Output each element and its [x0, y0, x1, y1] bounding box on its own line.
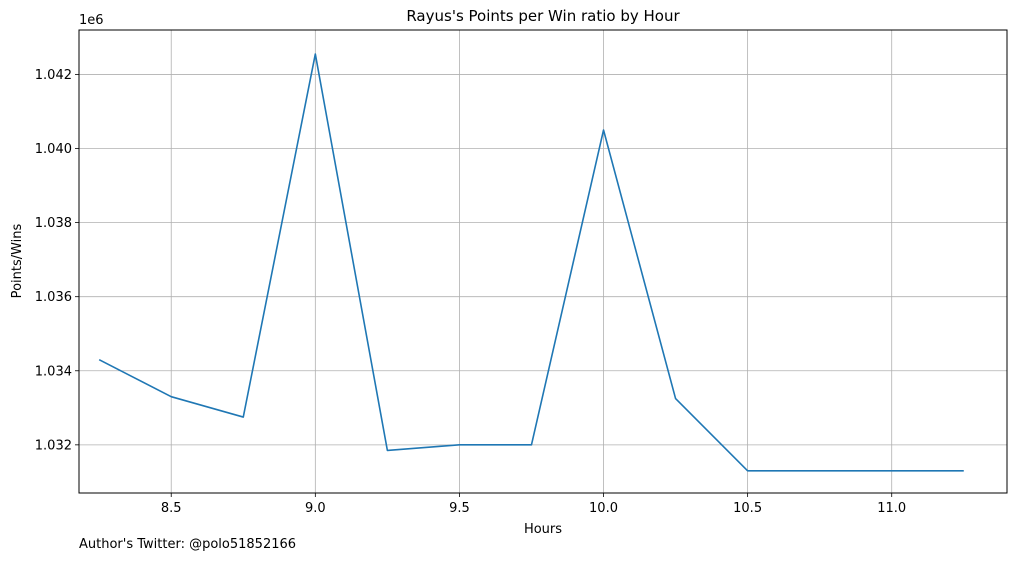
- x-axis-label: Hours: [524, 522, 562, 537]
- y-tick-label: 1.038: [35, 216, 72, 231]
- y-axis: 1.032 1.034 1.036 1.038 1.040 1.042: [35, 68, 79, 453]
- x-tick-label: 9.0: [305, 501, 326, 516]
- plot-area-frame: [78, 29, 1008, 494]
- y-tick-label: 1.042: [35, 68, 72, 83]
- x-tick-label: 9.5: [449, 501, 470, 516]
- x-tick-label: 10.0: [589, 501, 618, 516]
- y-axis-label: Points/Wins: [10, 223, 25, 298]
- series-layer: [98, 53, 964, 472]
- chart-title: Rayus's Points per Win ratio by Hour: [406, 7, 680, 25]
- author-credit: Author's Twitter: @polo51852166: [79, 537, 297, 552]
- y-tick-label: 1.036: [35, 290, 72, 305]
- y-tick-label: 1.034: [35, 364, 72, 379]
- y-tick-label: 1.032: [35, 438, 72, 453]
- x-axis: 8.5 9.0 9.5 10.0 10.5 11.0: [161, 493, 906, 516]
- x-tick-label: 8.5: [161, 501, 182, 516]
- y-offset-text: 1e6: [79, 13, 104, 28]
- series-line: [98, 53, 964, 472]
- y-tick-label: 1.040: [35, 142, 72, 157]
- x-tick-label: 10.5: [733, 501, 762, 516]
- x-tick-label: 11.0: [877, 501, 906, 516]
- grid: [79, 30, 1007, 493]
